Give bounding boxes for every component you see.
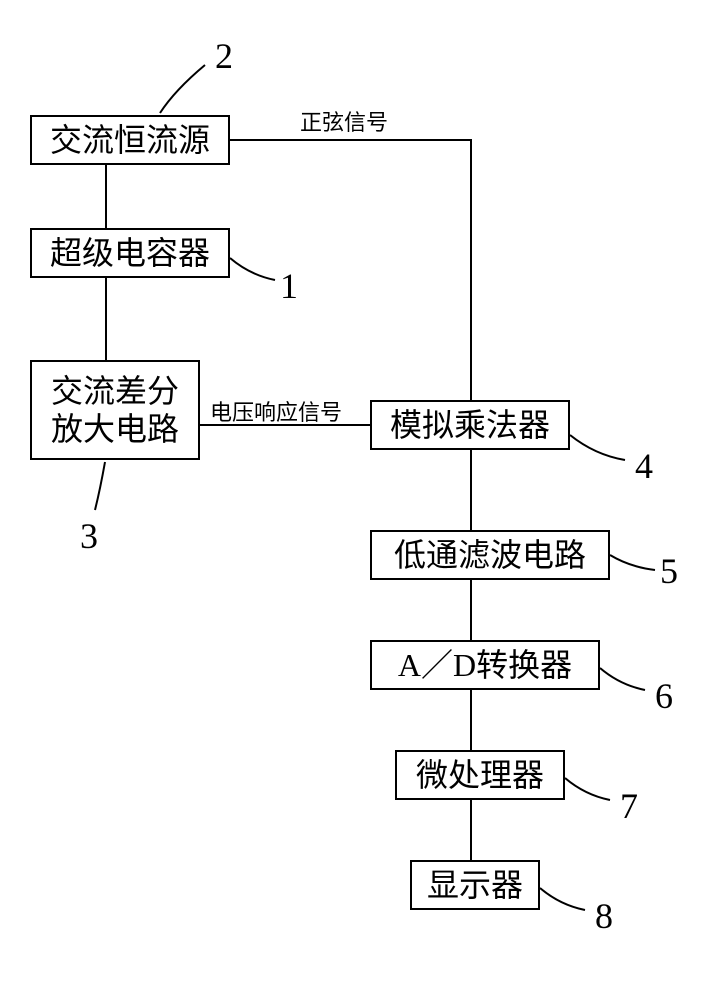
callout-curve-8 [535,880,595,920]
edge-n2-n1 [105,165,107,228]
edge-n5-n6 [470,580,472,640]
node-lowpass-filter: 低通滤波电路 [370,530,610,580]
callout-num-6: 6 [655,675,673,717]
node-display: 显示器 [410,860,540,910]
callout-num-2: 2 [215,35,233,77]
edge-n2-n4-h [230,139,472,141]
edge-n6-n7 [470,690,472,750]
node-ac-current-source: 交流恒流源 [30,115,230,165]
callout-curve-7 [560,770,620,810]
node-label: 交流差分 放大电路 [51,372,179,449]
node-label: 模拟乘法器 [390,406,550,444]
node-ad-converter: A／D转换器 [370,640,600,690]
callout-num-7: 7 [620,785,638,827]
callout-num-3: 3 [80,515,98,557]
edge-n7-n8 [470,800,472,860]
node-microprocessor: 微处理器 [395,750,565,800]
node-label: 微处理器 [416,756,544,794]
callout-num-5: 5 [660,550,678,592]
node-label: 低通滤波电路 [394,536,586,574]
callout-curve-4 [565,430,635,470]
edge-n4-n5 [470,450,472,530]
label-voltage-response: 电压响应信号 [210,395,342,427]
edge-n2-n4-v [470,139,472,400]
callout-num-1: 1 [280,265,298,307]
label-sine-signal: 正弦信号 [300,105,388,137]
callout-curve-5 [605,545,665,580]
node-analog-multiplier: 模拟乘法器 [370,400,570,450]
callout-curve-6 [595,660,655,700]
node-ac-diff-amp: 交流差分 放大电路 [30,360,200,460]
callout-curve-1 [225,250,285,290]
edge-n1-n3 [105,278,107,360]
node-label: A／D转换器 [398,646,572,684]
callout-curve-3 [80,460,130,520]
callout-num-8: 8 [595,895,613,937]
callout-num-4: 4 [635,445,653,487]
node-label: 显示器 [427,866,523,904]
node-label: 交流恒流源 [50,121,210,159]
node-label: 超级电容器 [50,234,210,272]
node-supercapacitor: 超级电容器 [30,228,230,278]
